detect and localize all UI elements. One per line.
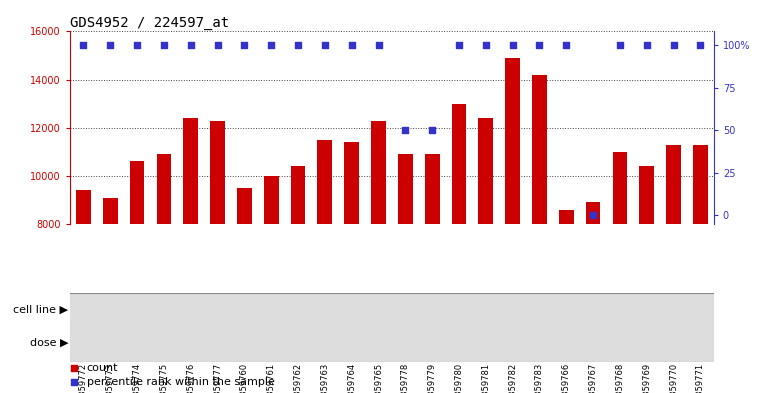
Bar xyxy=(693,145,708,224)
Bar xyxy=(264,176,279,224)
Point xyxy=(587,212,599,219)
Point xyxy=(158,42,170,48)
Text: GDS4952 / 224597_at: GDS4952 / 224597_at xyxy=(70,17,229,30)
Bar xyxy=(371,121,386,224)
Text: 10 uM: 10 uM xyxy=(671,338,703,348)
Point xyxy=(400,127,412,134)
Bar xyxy=(103,198,118,224)
Text: 0.5 uM: 0.5 uM xyxy=(294,338,329,348)
Point xyxy=(319,42,331,48)
Point xyxy=(212,42,224,48)
Text: 0.5 uM: 0.5 uM xyxy=(455,338,490,348)
Bar xyxy=(338,326,392,360)
Bar xyxy=(157,154,171,224)
Text: 10 uM: 10 uM xyxy=(510,338,542,348)
Bar xyxy=(505,58,520,224)
Bar xyxy=(451,104,466,224)
Point xyxy=(614,42,626,48)
Point xyxy=(265,42,277,48)
Point xyxy=(453,42,465,48)
Bar xyxy=(129,162,145,224)
Text: VCAP: VCAP xyxy=(616,303,650,316)
Bar xyxy=(291,166,305,224)
Bar xyxy=(499,326,552,360)
Point xyxy=(560,42,572,48)
Bar xyxy=(639,166,654,224)
Point xyxy=(345,42,358,48)
Bar xyxy=(317,140,333,224)
Text: control: control xyxy=(78,338,115,348)
Point xyxy=(131,42,143,48)
Text: 0.5 uM: 0.5 uM xyxy=(133,338,168,348)
Bar xyxy=(392,293,553,326)
Point xyxy=(479,42,492,48)
Bar xyxy=(285,326,339,360)
Bar xyxy=(586,202,600,224)
Bar xyxy=(661,326,714,360)
Text: control: control xyxy=(562,338,598,348)
Text: 10 uM: 10 uM xyxy=(349,338,381,348)
Bar xyxy=(666,145,681,224)
Point xyxy=(533,42,546,48)
Text: control: control xyxy=(240,338,276,348)
Text: NCIH660: NCIH660 xyxy=(284,303,339,316)
Text: percentile rank within the sample: percentile rank within the sample xyxy=(87,377,275,387)
Point xyxy=(78,42,90,48)
Bar xyxy=(613,152,627,224)
Bar xyxy=(552,293,714,326)
Text: count: count xyxy=(87,363,118,373)
Bar xyxy=(76,190,91,224)
Text: 10 uM: 10 uM xyxy=(188,338,220,348)
Text: control: control xyxy=(400,338,437,348)
Bar xyxy=(177,326,231,360)
Bar xyxy=(479,118,493,224)
Bar xyxy=(344,142,359,224)
Text: LNCAP: LNCAP xyxy=(130,303,171,316)
Bar xyxy=(446,326,499,360)
Text: PC3: PC3 xyxy=(460,303,485,316)
Point xyxy=(694,42,706,48)
Point xyxy=(641,42,653,48)
Bar xyxy=(607,326,661,360)
Bar xyxy=(398,154,412,224)
Bar xyxy=(559,209,574,224)
Point xyxy=(104,42,116,48)
Point xyxy=(426,127,438,134)
Bar xyxy=(210,121,225,224)
Bar xyxy=(392,326,446,360)
Bar xyxy=(231,293,392,326)
Bar xyxy=(183,118,198,224)
Bar xyxy=(237,188,252,224)
Text: dose ▶: dose ▶ xyxy=(30,338,68,348)
Bar xyxy=(123,326,177,360)
Text: 0.5 uM: 0.5 uM xyxy=(616,338,651,348)
Point xyxy=(292,42,304,48)
Point xyxy=(238,42,250,48)
Point xyxy=(185,42,197,48)
Point xyxy=(507,42,519,48)
Text: cell line ▶: cell line ▶ xyxy=(14,305,68,314)
Bar xyxy=(70,293,231,326)
Bar xyxy=(532,75,547,224)
Bar xyxy=(552,326,607,360)
Bar xyxy=(231,326,285,360)
Point xyxy=(667,42,680,48)
Point xyxy=(372,42,384,48)
Bar xyxy=(425,154,440,224)
Bar xyxy=(70,326,123,360)
